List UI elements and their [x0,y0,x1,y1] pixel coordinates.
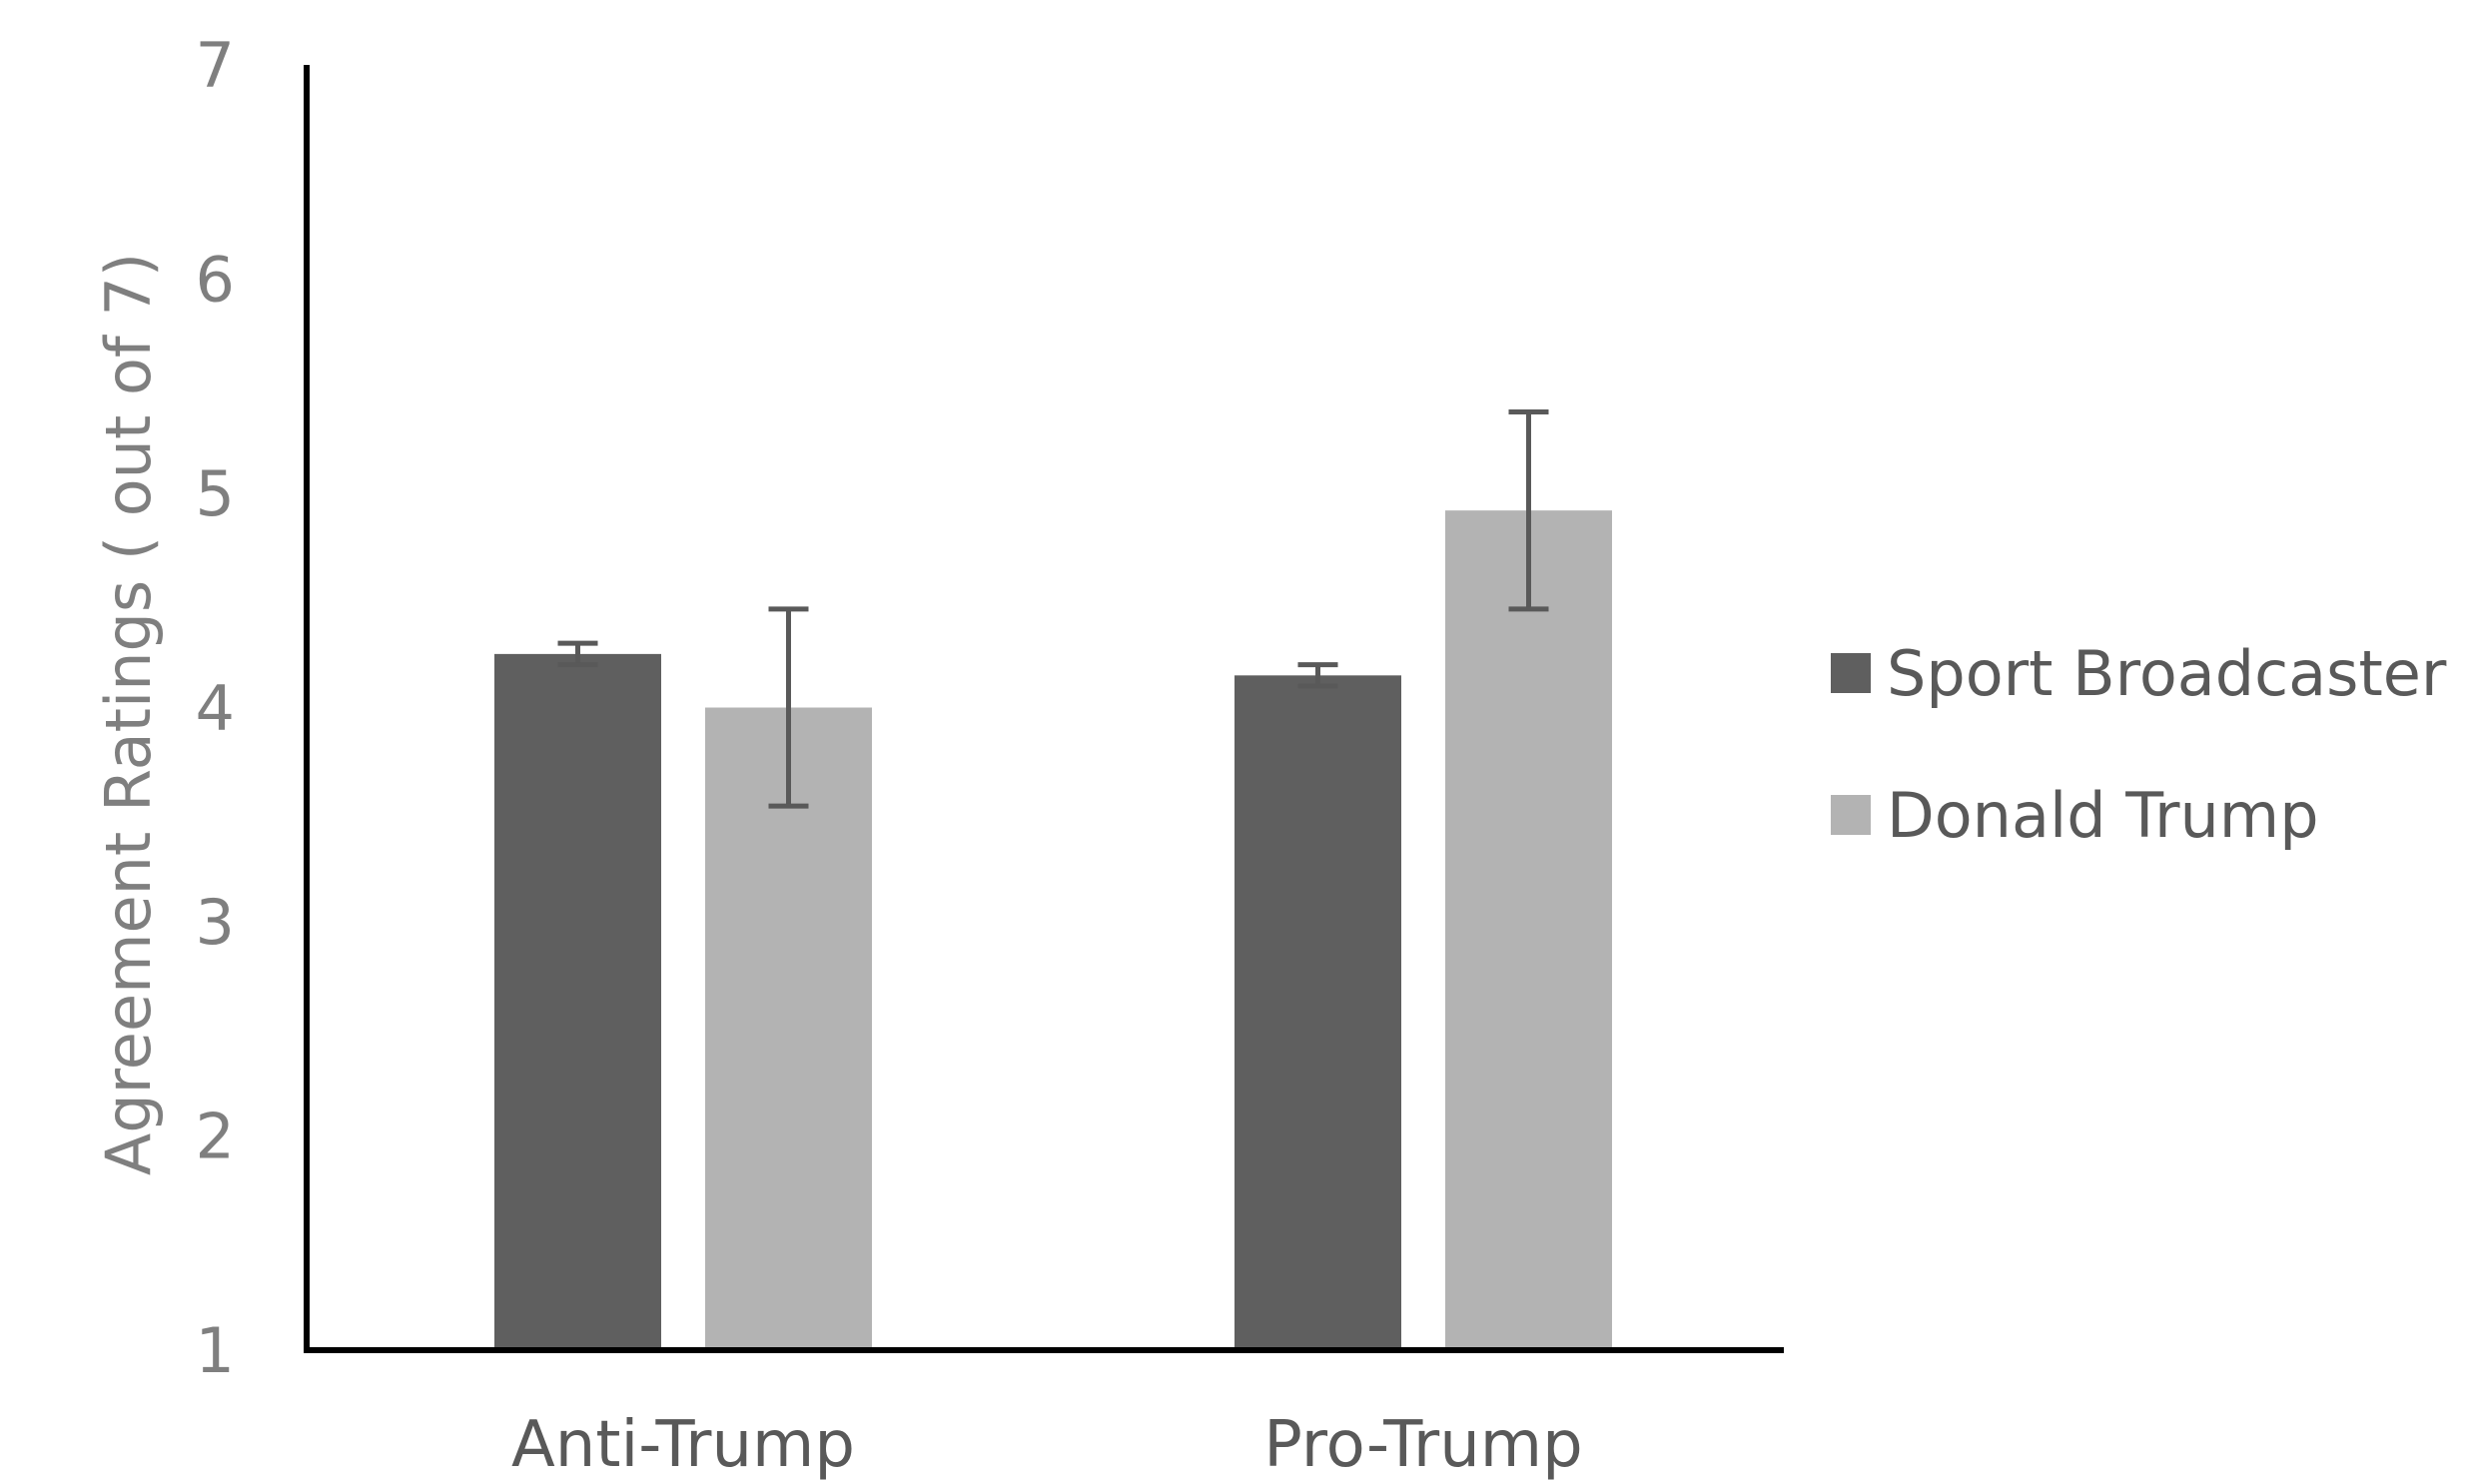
bar [705,707,872,1350]
legend-swatch [1831,653,1871,693]
legend-swatch [1831,795,1871,835]
bars [494,510,1612,1350]
bar [494,653,661,1350]
y-tick-label: 6 [196,244,235,317]
y-tick-label: 2 [196,1101,235,1173]
bar [1445,510,1612,1350]
y-tick-label: 3 [196,886,235,959]
bar [1234,675,1401,1350]
legend-label: Sport Broadcaster [1887,637,2447,710]
y-tick-label: 4 [196,672,235,745]
y-axis-title: Agreement Ratings ( out of 7) [92,253,165,1175]
x-category-label: Anti-Trump [511,1408,855,1482]
y-tick-label: 5 [196,457,235,530]
y-axis-ticks: 1 2 3 4 5 6 7 [196,29,235,1387]
legend-label: Donald Trump [1887,779,2319,852]
y-tick-label: 7 [196,29,235,102]
legend: Sport Broadcaster Donald Trump [1831,637,2447,852]
x-axis-labels: Anti-Trump Pro-Trump [511,1408,1583,1482]
error-bars [557,408,1549,809]
x-category-label: Pro-Trump [1263,1408,1582,1482]
y-tick-label: 1 [196,1314,235,1387]
